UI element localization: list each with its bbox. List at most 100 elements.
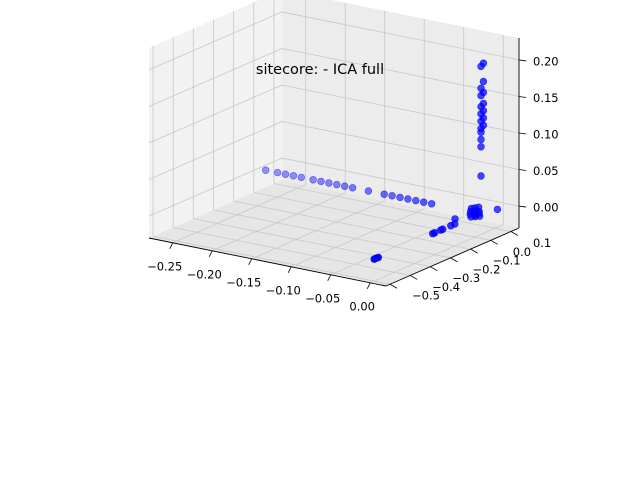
y-tick-mark (510, 231, 519, 236)
y-tick-mark (389, 283, 398, 289)
y-tick-label: −0.1 (493, 254, 521, 268)
y-grid-line (173, 227, 411, 276)
z-tick-mark (518, 96, 527, 98)
data-point (297, 173, 305, 182)
y-grid-line (273, 183, 512, 232)
z-tick-label: 0.20 (533, 54, 559, 68)
data-point (477, 91, 485, 100)
x-tick-label: −0.25 (147, 259, 182, 273)
side-pane (149, 0, 282, 238)
z-grid-line (148, 157, 283, 217)
y-tick-mark (490, 239, 498, 245)
data-point (370, 255, 378, 263)
data-point (477, 135, 485, 144)
data-point (477, 172, 485, 180)
data-point (325, 179, 333, 187)
x-tick-label: 0.00 (349, 299, 375, 313)
x-tick-label: −0.20 (187, 267, 222, 281)
z-grid-line (281, 157, 520, 207)
data-point (447, 222, 455, 230)
z-tick-mark (518, 205, 527, 208)
data-point (404, 195, 412, 203)
data-point (380, 190, 388, 198)
data-points (262, 59, 502, 263)
y-tick-label: −0.4 (432, 280, 460, 294)
x-tick-mark (208, 250, 213, 257)
data-point (477, 62, 485, 71)
chart-title: sitecore: - ICA full (255, 62, 385, 78)
z-grid-line (148, 121, 283, 180)
data-point (477, 117, 485, 125)
data-point (429, 229, 437, 238)
data-point (467, 204, 476, 213)
x-grid-line (291, 208, 425, 268)
x-tick-label: −0.05 (305, 291, 340, 305)
data-point (467, 213, 475, 221)
data-point (388, 192, 396, 200)
data-point (412, 196, 420, 205)
x-tick-mark (248, 258, 253, 265)
z-grid-line (148, 48, 283, 107)
z-tick-label: 0.00 (533, 201, 559, 215)
z-grid-line (281, 11, 520, 61)
data-point (348, 184, 357, 192)
y-tick-label: 0.1 (533, 236, 551, 250)
y-axis-line (385, 227, 520, 287)
data-point (477, 84, 485, 93)
x-tick-mark (287, 266, 292, 273)
data-point (420, 198, 428, 206)
y-tick-mark (470, 248, 478, 254)
data-point (262, 166, 270, 174)
x-grid-line (251, 200, 385, 260)
y-tick-label: 0.0 (513, 245, 531, 259)
floor-pane (149, 180, 519, 286)
z-tick-mark (518, 169, 527, 171)
x-tick-label: −0.15 (226, 275, 261, 289)
y-tick-mark (450, 257, 458, 263)
z-grid-line (281, 84, 520, 134)
x-grid-line (370, 224, 504, 284)
x-axis-line (148, 237, 387, 287)
y-grid-line (213, 209, 451, 259)
x-grid-line (172, 184, 306, 244)
grid-lines (148, 0, 520, 285)
x-tick-mark (366, 282, 371, 289)
x-tick-mark (169, 242, 174, 249)
data-point (493, 205, 502, 214)
data-point (341, 182, 349, 190)
z-tick-label: 0.10 (533, 128, 559, 142)
back-pane (282, 0, 519, 228)
y-grid-line (253, 191, 491, 241)
y-tick-label: −0.3 (452, 271, 480, 285)
data-point (477, 124, 485, 133)
x-grid-line (212, 192, 346, 252)
data-point (477, 102, 485, 111)
y-grid-line (193, 218, 431, 268)
y-grid-line (233, 200, 471, 250)
z-grid-line (148, 11, 283, 71)
data-point (437, 226, 445, 234)
data-point (309, 176, 317, 184)
z-tick-label: 0.15 (533, 91, 559, 105)
data-point (281, 170, 290, 178)
z-grid-line (148, 84, 283, 144)
axes-panes (149, 0, 519, 286)
tick-labels: −0.25−0.20−0.15−0.10−0.050.00−0.5−0.4−0.… (147, 54, 559, 313)
z-tick-label: 0.05 (533, 164, 559, 178)
data-point (477, 110, 485, 118)
y-grid-line (152, 235, 391, 285)
data-point (364, 187, 373, 195)
data-point (273, 168, 282, 177)
z-tick-mark (518, 59, 527, 62)
x-tick-mark (327, 274, 332, 281)
y-tick-mark (430, 266, 438, 272)
data-point (289, 172, 298, 180)
data-point (477, 143, 485, 151)
data-point (479, 77, 488, 86)
data-point (317, 177, 325, 186)
data-point (427, 200, 436, 208)
y-tick-mark (409, 275, 418, 280)
data-point (333, 180, 341, 189)
y-tick-label: −0.2 (472, 262, 500, 276)
